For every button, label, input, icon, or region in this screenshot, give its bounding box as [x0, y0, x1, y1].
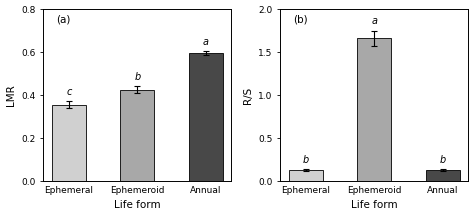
X-axis label: Life form: Life form	[351, 200, 398, 210]
Bar	[426, 170, 460, 181]
Text: c: c	[66, 87, 72, 97]
Text: a: a	[203, 37, 209, 47]
Bar	[357, 38, 392, 181]
Bar	[289, 170, 323, 181]
Bar	[120, 90, 155, 181]
X-axis label: Life form: Life form	[114, 200, 161, 210]
Text: b: b	[134, 72, 140, 82]
Text: b: b	[303, 154, 309, 165]
Y-axis label: LMR: LMR	[6, 84, 16, 106]
Text: (a): (a)	[56, 14, 71, 24]
Bar	[52, 105, 86, 181]
Bar	[189, 53, 223, 181]
Text: (b): (b)	[293, 14, 308, 24]
Y-axis label: R/S: R/S	[243, 86, 253, 104]
Text: b: b	[440, 155, 446, 165]
Text: a: a	[371, 16, 377, 26]
